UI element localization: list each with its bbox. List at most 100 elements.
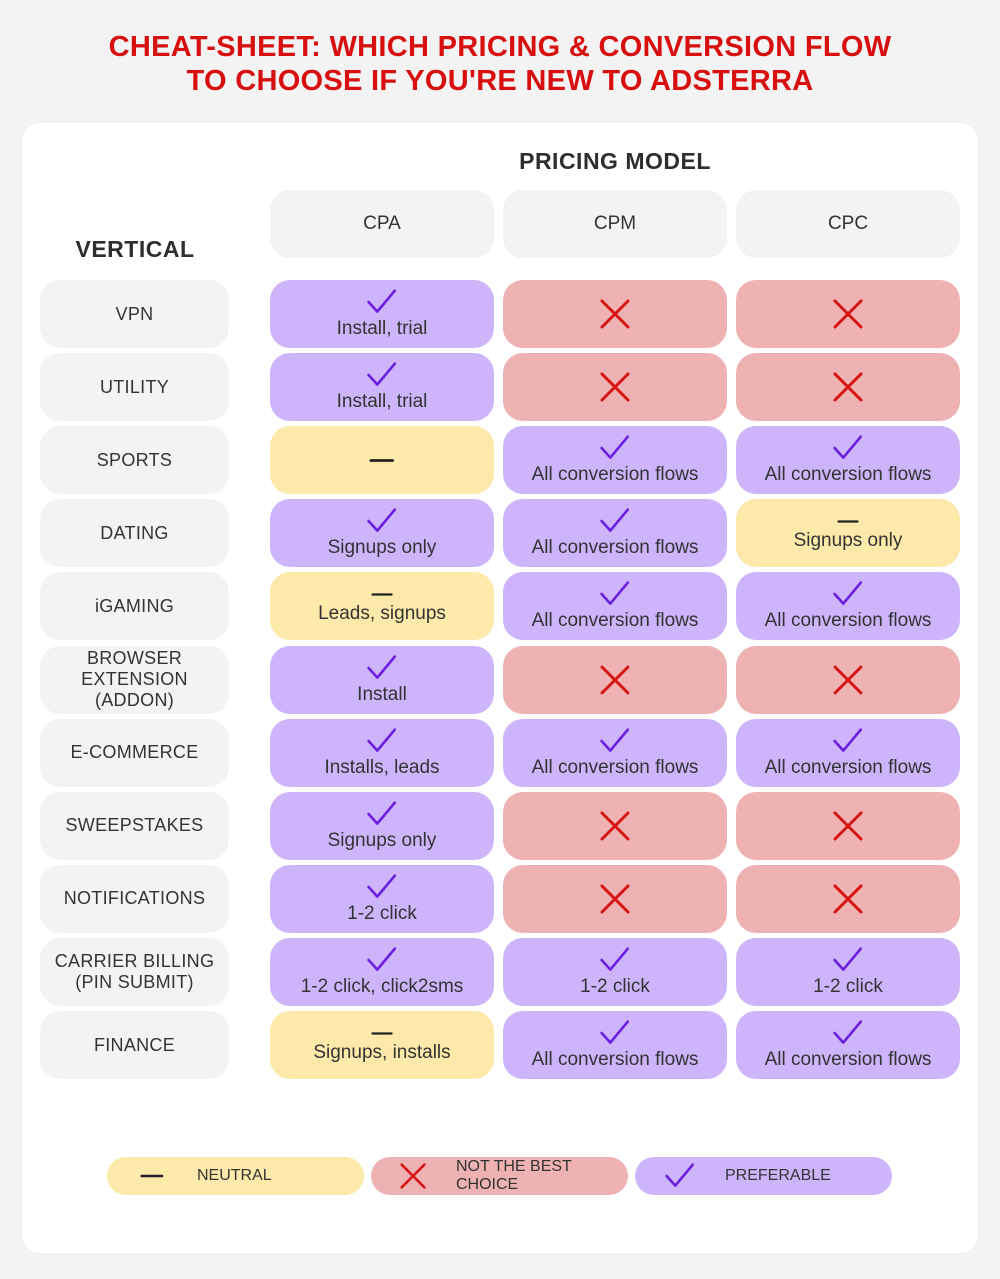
column-header-cpa: CPA [270,190,494,258]
cell-text: All conversion flows [531,610,699,632]
cell-text: Leads, signups [318,602,446,624]
table-cell-cpm: All conversion flows [503,572,727,641]
title-line-1: CHEAT-SHEET: WHICH PRICING & CONVERSION … [108,31,892,63]
check-icon [600,581,630,606]
check-icon [367,727,397,752]
dash-icon [369,458,395,462]
column-header-cpm: CPM [503,190,727,258]
table-cell-cpa: 1-2 click [270,864,494,933]
cell-text: Signups only [327,537,437,559]
cell-text: 1-2 click [580,975,650,997]
check-icon [600,435,630,460]
table-cell-cpm: All conversion flows [503,1011,727,1079]
table-cell-cpa [270,426,494,495]
cross-icon [833,299,863,329]
table-cell-cpm: All conversion flows [503,499,727,568]
cell-text: All conversion flows [764,610,932,632]
row-label: FINANCE [40,1011,229,1079]
check-icon [367,801,397,825]
table-cell-cpa: Install, trial [270,280,494,348]
dash-icon [371,1031,393,1035]
check-icon [833,947,863,971]
dash-icon [140,1174,164,1178]
table-cell-cpc: 1-2 click [736,937,960,1006]
row-label: SWEEPSTAKES [40,791,229,860]
row-label: DATING [40,499,229,568]
dash-icon [107,1169,197,1183]
cross-icon [400,1163,427,1189]
table-cell-cpa: 1-2 click, click2sms [270,937,494,1006]
check-icon [367,874,397,898]
table-cell-cpc [736,353,960,422]
row-label: SPORTS [40,426,229,495]
table-cell-cpa: Installs, leads [270,718,494,787]
check-icon [367,654,397,679]
dash-icon [837,520,859,523]
legend-item-not-best: NOT THE BEST CHOICE [371,1157,628,1195]
table-cell-cpm [503,353,727,422]
table-cell-cpc: All conversion flows [736,572,960,641]
table-cell-cpa: Signups only [270,499,494,568]
legend-item-neutral: NEUTRAL [107,1157,364,1195]
cross-icon [833,372,863,402]
legend-label: NOT THE BEST CHOICE [455,1158,572,1193]
cross-icon [833,884,863,914]
cell-text: All conversion flows [764,756,932,778]
legend-item-preferable: PREFERABLE [635,1157,892,1195]
check-icon [367,508,397,533]
table-cell-cpa: Signups, installs [270,1011,494,1079]
legend-label: PREFERABLE [725,1167,831,1184]
row-label: BROWSER EXTENSION (ADDON) [40,645,229,714]
table-cell-cpa: Install, trial [270,353,494,422]
check-icon [600,947,630,971]
cell-text: Signups, installs [313,1041,451,1063]
check-icon [833,581,863,606]
row-label: UTILITY [40,353,229,422]
table-cell-cpm: All conversion flows [503,718,727,787]
check-icon [833,727,863,752]
table-cell-cpc [736,864,960,933]
cell-text: Installs, leads [324,756,440,778]
cell-text: All conversion flows [531,464,699,486]
table-cell-cpm: All conversion flows [503,426,727,495]
table-cell-cpc [736,791,960,860]
table-cell-cpc: All conversion flows [736,426,960,495]
cell-text: Install [357,683,407,705]
page-title: CHEAT-SHEET: WHICH PRICING & CONVERSION … [0,30,1000,98]
check-icon [833,1020,863,1044]
cross-icon [600,665,630,694]
cross-icon [600,811,630,841]
check-icon [600,1020,630,1044]
title-line-2: TO CHOOSE IF YOU'RE NEW TO ADSTERRA [186,65,814,97]
row-label: iGAMING [40,572,229,641]
table-cell-cpm: 1-2 click [503,937,727,1006]
table-cell-cpa: Leads, signups [270,572,494,641]
cell-text: All conversion flows [764,464,932,486]
check-icon [665,1163,695,1187]
table-cell-cpc: Signups only [736,499,960,568]
cross-icon [833,665,863,694]
check-icon [367,362,397,386]
cell-text: Signups only [327,829,437,851]
cell-text: 1-2 click [813,975,883,997]
cell-text: Signups only [793,529,903,551]
table-cell-cpa: Install [270,645,494,714]
check-icon [367,947,397,971]
vertical-heading: VERTICAL [75,236,195,262]
table-cell-cpc [736,645,960,714]
table-cell-cpm [503,280,727,348]
table-cell-cpc: All conversion flows [736,1011,960,1079]
table-cell-cpc [736,280,960,348]
row-label: E-COMMERCE [40,718,229,787]
cell-text: All conversion flows [764,1049,932,1070]
cell-text: Install, trial [336,318,428,339]
cross-icon [600,884,630,914]
legend-label: NEUTRAL [197,1167,272,1184]
table-cell-cpc: All conversion flows [736,718,960,787]
cross-icon [600,299,630,329]
table-cell-cpm [503,791,727,860]
table-cell-cpm [503,864,727,933]
check-icon [600,508,630,533]
cell-text: All conversion flows [531,756,699,778]
table-cell-cpa: Signups only [270,791,494,860]
